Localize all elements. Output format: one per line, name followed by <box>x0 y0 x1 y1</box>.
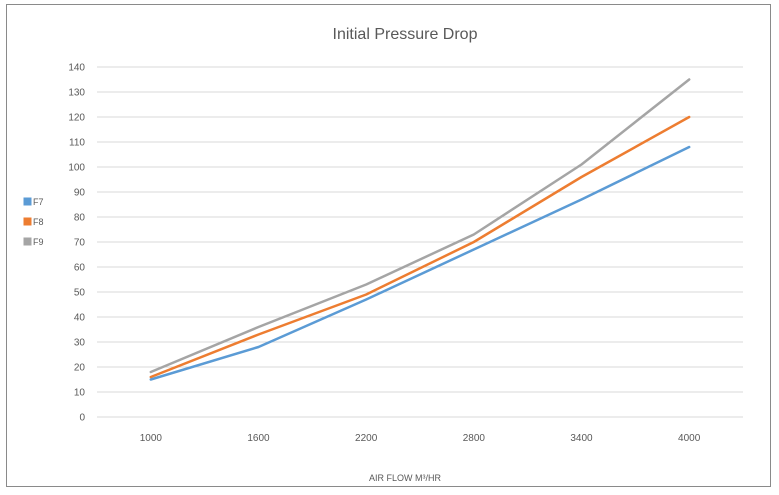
series-line-f9 <box>149 78 691 374</box>
x-tick-label: 3400 <box>570 433 593 444</box>
x-tick-label: 2800 <box>463 433 486 444</box>
y-tick-label: 70 <box>74 238 86 249</box>
y-tick-label: 40 <box>74 313 86 324</box>
y-tick-label: 50 <box>74 288 86 299</box>
y-tick-label: 140 <box>68 63 85 74</box>
legend-swatch-f8 <box>23 217 32 226</box>
y-tick-label: 0 <box>79 413 85 424</box>
y-tick-label: 20 <box>74 363 86 374</box>
legend-swatch-f7 <box>23 197 32 206</box>
legend-label-f9: F9 <box>33 237 44 247</box>
legend-label-f8: F8 <box>33 217 44 227</box>
gridlines <box>97 66 743 418</box>
x-tick-label: 1600 <box>247 433 270 444</box>
y-tick-label: 10 <box>74 388 86 399</box>
chart-title: Initial Pressure Drop <box>333 26 478 43</box>
x-axis-title: AIR FLOW M³/HR <box>369 473 441 483</box>
x-tick-label: 2200 <box>355 433 378 444</box>
x-axis-ticks: 1000 1600 2200 2800 3400 4000 <box>140 433 701 444</box>
y-tick-label: 120 <box>68 113 85 124</box>
y-tick-label: 90 <box>74 188 86 199</box>
y-axis-ticks: 0 10 20 30 40 50 60 70 80 90 100 110 120 130 140 <box>68 63 85 424</box>
legend-swatch-f9 <box>23 237 32 246</box>
series-line-f7 <box>149 145 691 381</box>
legend-label-f7: F7 <box>33 197 44 207</box>
series-lines <box>149 78 691 381</box>
y-tick-label: 100 <box>68 163 85 174</box>
y-tick-label: 130 <box>68 88 85 99</box>
x-tick-label: 4000 <box>678 433 701 444</box>
y-tick-label: 80 <box>74 213 86 224</box>
series-line-f8 <box>149 115 691 379</box>
chart-frame: Initial Pressure Drop 0 10 20 30 40 50 60 70 80 9… <box>6 4 771 487</box>
y-tick-label: 30 <box>74 338 86 349</box>
y-tick-label: 60 <box>74 263 86 274</box>
x-tick-label: 1000 <box>140 433 163 444</box>
y-tick-label: 110 <box>69 138 85 149</box>
legend: F7 F8 F9 <box>23 197 44 247</box>
line-chart: Initial Pressure Drop 0 10 20 30 40 50 60 70 80 9… <box>23 26 743 483</box>
